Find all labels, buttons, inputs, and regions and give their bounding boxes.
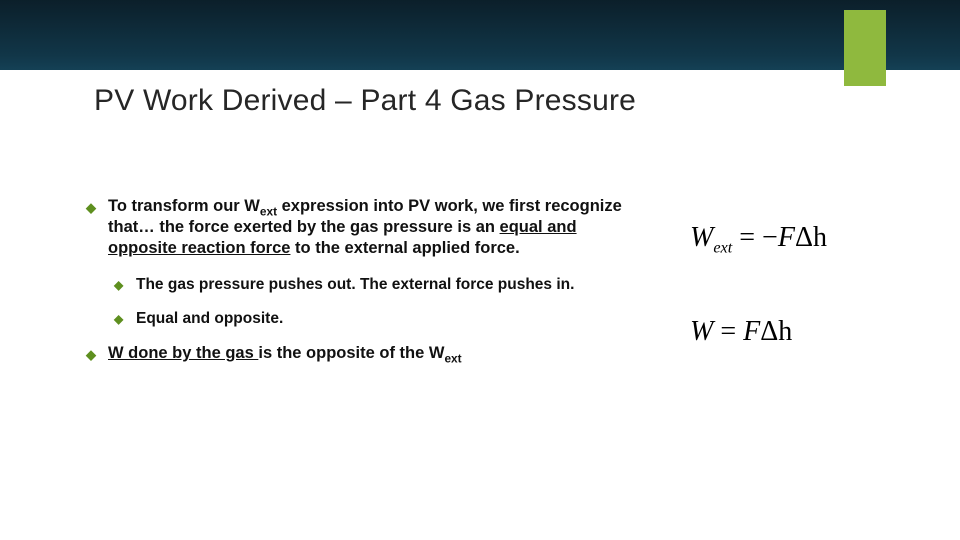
eq1-sub: ext bbox=[713, 239, 732, 257]
content-column: ◆ To transform our Wext expression into … bbox=[86, 196, 641, 380]
bullet-2: ◆ W done by the gas is the opposite of t… bbox=[86, 343, 641, 364]
eq1-neg: − bbox=[762, 222, 778, 253]
eq1-equals: = bbox=[732, 222, 762, 253]
bullet-1-text-post: to the external applied force. bbox=[290, 239, 519, 257]
sub-bullet-1: ◆ The gas pressure pushes out. The exter… bbox=[114, 275, 641, 295]
eq2-equals: = bbox=[713, 316, 743, 347]
sub-bullet-2: ◆ Equal and opposite. bbox=[114, 309, 641, 329]
eq1-W: W bbox=[690, 222, 713, 253]
accent-block bbox=[844, 10, 886, 86]
equation-1: Wext = −FΔh bbox=[690, 222, 920, 258]
bullet-1-text-pre: To transform our W bbox=[108, 197, 260, 215]
diamond-icon: ◆ bbox=[86, 200, 96, 217]
diamond-icon: ◆ bbox=[114, 312, 123, 327]
equation-column: Wext = −FΔh W = FΔh bbox=[690, 222, 920, 406]
eq1-F: F bbox=[778, 222, 795, 253]
slide: PV Work Derived – Part 4 Gas Pressure ◆ … bbox=[0, 0, 960, 540]
eq2-dh: Δh bbox=[760, 316, 792, 347]
bullet-2-text-mid: is the opposite of the W bbox=[258, 344, 444, 362]
slide-title: PV Work Derived – Part 4 Gas Pressure bbox=[94, 84, 636, 118]
bullet-1-sub1: ext bbox=[260, 204, 277, 218]
bullet-2-underline: W done by the gas bbox=[108, 344, 258, 362]
diamond-icon: ◆ bbox=[114, 278, 123, 293]
eq2-W: W bbox=[690, 316, 713, 347]
sub-bullet-1-text: The gas pressure pushes out. The externa… bbox=[136, 276, 574, 293]
bullet-1: ◆ To transform our Wext expression into … bbox=[86, 196, 641, 259]
diamond-icon: ◆ bbox=[86, 347, 96, 364]
eq2-F: F bbox=[743, 316, 760, 347]
eq1-dh: Δh bbox=[795, 222, 827, 253]
sub-bullet-2-text: Equal and opposite. bbox=[136, 310, 283, 327]
bullet-2-sub: ext bbox=[444, 351, 461, 365]
equation-2: W = FΔh bbox=[690, 316, 920, 348]
